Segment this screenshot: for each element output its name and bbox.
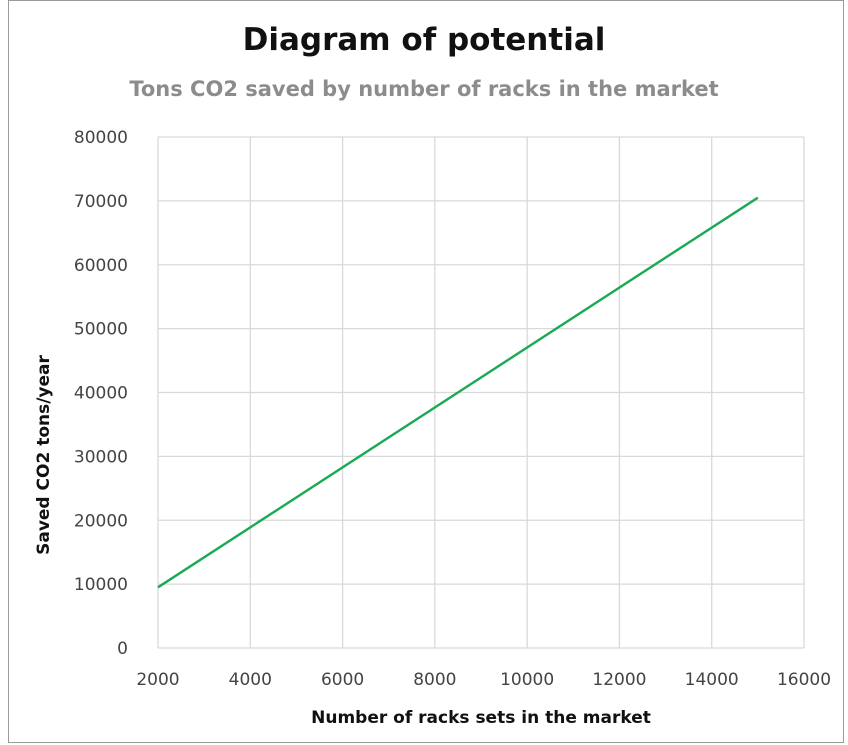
y-tick-label: 20000	[74, 511, 128, 531]
y-tick-label: 30000	[74, 447, 128, 467]
chart-frame	[8, 0, 844, 743]
y-tick-label: 70000	[74, 192, 128, 212]
x-tick-label: 2000	[136, 670, 179, 690]
x-tick-label: 12000	[592, 670, 646, 690]
y-tick-label: 60000	[74, 256, 128, 276]
x-tick-label: 6000	[321, 670, 364, 690]
x-axis-label: Number of racks sets in the market	[311, 708, 651, 728]
y-tick-label: 0	[117, 639, 128, 659]
chart-title: Diagram of potential	[242, 22, 606, 58]
series-line	[157, 196, 759, 589]
chart-subtitle: Tons CO2 saved by number of racks in the…	[129, 77, 719, 101]
y-tick-labels: 0 10000 20000 30000 40000 50000 60000 70000 8000…	[74, 128, 128, 659]
y-tick-label: 50000	[74, 320, 128, 340]
series-lines	[157, 196, 759, 589]
x-tick-label: 4000	[229, 670, 272, 690]
y-tick-label: 10000	[74, 575, 128, 595]
x-tick-label: 10000	[500, 670, 554, 690]
y-axis-label: Saved CO2 tons/year	[34, 354, 54, 554]
x-tick-label: 8000	[413, 670, 456, 690]
x-tick-labels: 2000 4000 6000 8000 10000 12000 14000 16000	[136, 670, 831, 690]
y-tick-label: 80000	[74, 128, 128, 148]
x-tick-label: 16000	[777, 670, 831, 690]
x-tick-label: 14000	[685, 670, 739, 690]
y-tick-label: 40000	[74, 384, 128, 404]
grid-lines	[157, 136, 805, 649]
